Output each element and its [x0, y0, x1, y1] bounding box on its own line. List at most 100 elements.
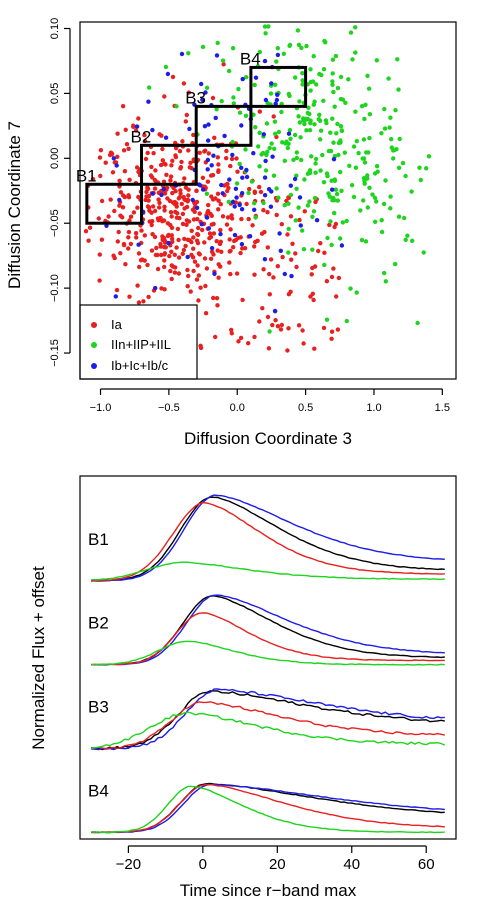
scatter-point-ii — [347, 163, 352, 168]
scatter-point-ia — [261, 208, 266, 213]
scatter-point-ii — [286, 91, 291, 97]
y-tick-label: −0.10 — [49, 274, 61, 302]
scatter-point-ii — [256, 144, 261, 149]
scatter-point-ia — [146, 294, 151, 300]
scatter-point-ii — [336, 140, 342, 146]
scatter-point-ii — [354, 139, 359, 144]
scatter-point-ia — [327, 222, 332, 228]
scatter-point-ia — [117, 203, 122, 208]
scatter-point-ia — [260, 306, 265, 311]
scatter-point-ia — [267, 292, 272, 297]
scatter-point-ia — [224, 156, 229, 161]
scatter-point-ia — [208, 211, 213, 217]
scatter-point-ia — [152, 208, 158, 214]
scatter-point-ii — [330, 57, 336, 62]
scatter-point-ii — [272, 119, 278, 124]
scatter-point-ii — [365, 73, 370, 79]
scatter-point-ii — [246, 190, 251, 196]
scatter-point-ii — [236, 86, 241, 92]
scatter-point-ia — [162, 264, 167, 270]
scatter-point-ii — [294, 155, 300, 161]
scatter-point-ia — [110, 170, 116, 175]
scatter-point-ia — [252, 244, 257, 249]
scatter-point-ia — [191, 235, 196, 240]
scatter-point-ia — [265, 314, 271, 320]
scatter-point-ii — [294, 150, 299, 155]
scatter-point-ia — [136, 194, 141, 200]
scatter-point-ii — [365, 205, 370, 210]
scatter-point-ii — [396, 165, 402, 170]
scatter-point-ia — [203, 311, 209, 316]
scatter-point-ia — [218, 202, 223, 207]
scatter-point-ia — [229, 156, 235, 162]
scatter-point-ii — [379, 131, 384, 136]
scatter-point-ii — [351, 144, 357, 149]
scatter-point-ia — [229, 213, 234, 218]
scatter-point-ibc — [275, 52, 281, 58]
scatter-point-ia — [219, 249, 224, 254]
scatter-point-ibc — [230, 152, 235, 158]
lightcurve-b2-1 — [91, 594, 445, 666]
scatter-point-ibc — [252, 207, 257, 212]
scatter-point-ia — [156, 197, 161, 202]
scatter-point-ia — [216, 169, 221, 174]
scatter-point-ia — [213, 334, 218, 340]
scatter-point-ia — [86, 238, 91, 243]
scatter-point-ii — [304, 128, 309, 133]
scatter-point-ii — [335, 85, 341, 91]
scatter-point-ii — [322, 262, 327, 268]
scatter-point-ia — [181, 81, 187, 86]
x-tick-label: 60 — [418, 856, 435, 873]
scatter-point-ibc — [266, 187, 272, 192]
scatter-point-ii — [324, 171, 330, 176]
scatter-point-ia — [204, 266, 210, 271]
scatter-point-ii — [267, 145, 272, 151]
scatter-point-ia — [182, 206, 187, 211]
scatter-point-ii — [331, 89, 336, 95]
scatter-point-ii — [214, 107, 219, 112]
scatter-point-ia — [182, 197, 187, 202]
scatter-point-ii — [353, 25, 358, 30]
scatter-point-ii — [252, 82, 257, 88]
scatter-point-ibc — [275, 92, 280, 98]
scatter-point-ia — [192, 259, 198, 264]
scatter-point-ia — [116, 229, 121, 235]
scatter-point-ii — [287, 127, 293, 133]
scatter-point-ia — [176, 237, 181, 243]
scatter-point-ia — [286, 326, 291, 331]
scatter-point-ibc — [218, 231, 223, 237]
scatter-point-ii — [318, 128, 324, 133]
scatter-point-ii — [288, 192, 294, 198]
scatter-point-ia — [126, 235, 131, 240]
scatter-point-ii — [397, 136, 402, 142]
scatter-point-ii — [319, 72, 324, 78]
scatter-point-ibc — [274, 97, 280, 103]
scatter-point-ii — [292, 132, 298, 138]
lightcurve-b2-0 — [91, 595, 445, 666]
scatter-point-ii — [396, 87, 401, 92]
scatter-point-ii — [267, 329, 272, 334]
scatter-point-ia — [158, 162, 164, 168]
scatter-point-ia — [211, 252, 216, 257]
scatter-point-ii — [321, 67, 327, 72]
scatter-point-ia — [197, 252, 202, 257]
scatter-point-ii — [328, 148, 334, 154]
scatter-point-ia — [280, 254, 285, 260]
scatter-point-ia — [242, 246, 248, 251]
scatter-point-ia — [216, 162, 221, 167]
scatter-point-ibc — [209, 246, 215, 251]
scatter-point-ia — [221, 62, 226, 67]
scatter-point-ii — [350, 57, 355, 62]
scatter-point-ia — [164, 172, 169, 177]
scatter-point-ii — [351, 194, 357, 200]
scatter-point-ibc — [220, 191, 225, 196]
scatter-point-ii — [271, 173, 277, 178]
scatter-point-ia — [225, 188, 230, 194]
scatter-point-ia — [191, 268, 196, 274]
scatter-point-ii — [252, 201, 257, 206]
scatter-point-ia — [186, 219, 192, 224]
scatter-point-ia — [133, 231, 139, 236]
scatter-point-ia — [324, 279, 330, 284]
scatter-point-ibc — [244, 167, 249, 173]
scatter-point-ia — [285, 232, 290, 237]
